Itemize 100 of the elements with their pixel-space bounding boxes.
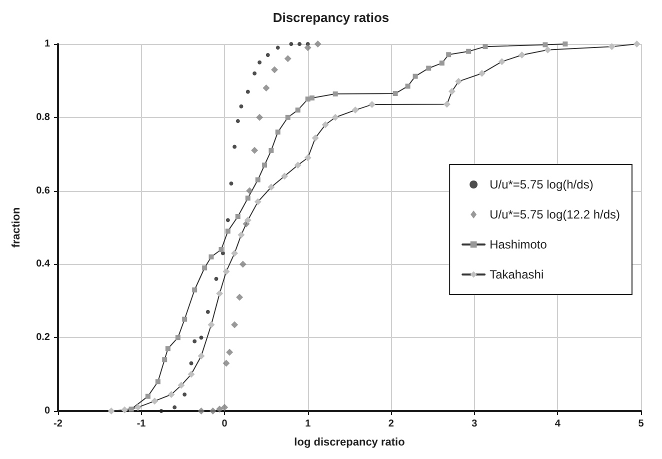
point [256, 114, 264, 121]
point [405, 84, 410, 89]
point [162, 357, 168, 362]
point [226, 348, 234, 356]
point [225, 228, 230, 234]
y-tick-label: 0.6 [36, 185, 50, 196]
y-tick-label: 0.2 [36, 332, 50, 344]
point [192, 287, 198, 292]
point [392, 91, 398, 96]
point [633, 40, 640, 48]
point [262, 162, 268, 168]
point [312, 134, 319, 142]
point [310, 95, 315, 100]
x-tick-label: 0 [222, 418, 228, 430]
point [108, 408, 115, 414]
x-tick-label: 4 [554, 418, 561, 430]
point [266, 53, 270, 58]
point [188, 370, 195, 378]
point [214, 276, 218, 281]
point [262, 84, 270, 92]
point [229, 181, 234, 186]
point [189, 361, 194, 366]
point [608, 43, 616, 50]
point [446, 52, 452, 58]
point [175, 335, 180, 340]
point [222, 268, 230, 276]
point [231, 250, 238, 257]
x-tick-label: 3 [472, 418, 478, 430]
x-axis-title: log discrepancy ratio [294, 436, 406, 448]
point [285, 114, 290, 120]
legend-label: Hashimoto [490, 238, 548, 252]
point [134, 404, 142, 411]
point [289, 42, 294, 46]
point [198, 352, 205, 360]
point [275, 130, 280, 135]
point [172, 405, 177, 410]
point [221, 404, 228, 411]
point [155, 379, 160, 384]
point [121, 406, 128, 414]
point [198, 408, 205, 414]
chart-title: Discrepancy ratios [272, 10, 390, 25]
y-tick-label: 0.4 [36, 258, 50, 270]
y-tick-label: 1 [44, 38, 50, 50]
point [448, 88, 456, 95]
point [216, 290, 224, 298]
point [276, 46, 280, 50]
point [222, 360, 230, 367]
point [178, 382, 185, 389]
point [239, 104, 244, 108]
point [368, 101, 376, 108]
point [199, 336, 204, 340]
x-tick-label: -1 [136, 418, 146, 430]
y-axis-title: fraction [10, 207, 22, 248]
point [268, 148, 274, 153]
point [314, 40, 322, 48]
point [426, 66, 432, 71]
point [304, 44, 312, 52]
point [284, 55, 292, 62]
point [145, 394, 150, 399]
point [251, 146, 258, 154]
point [192, 339, 197, 344]
point [202, 265, 208, 270]
point [268, 184, 275, 191]
point [332, 91, 338, 96]
point [281, 172, 288, 180]
point [182, 392, 187, 396]
point [239, 260, 246, 268]
point [439, 60, 444, 66]
point [246, 187, 254, 194]
point [232, 144, 237, 149]
point [245, 196, 250, 201]
point [518, 52, 526, 59]
point [208, 254, 214, 260]
point [151, 398, 158, 405]
point [443, 100, 450, 108]
point [255, 177, 260, 182]
y-tick-label: 0.8 [36, 112, 50, 123]
x-tick-label: 1 [305, 418, 312, 430]
point [218, 247, 224, 252]
point [159, 409, 164, 413]
point [544, 46, 552, 54]
point [478, 70, 486, 77]
point [236, 294, 244, 301]
x-tick-label: 2 [388, 418, 394, 430]
legend-label: U/u*=5.75 log(12.2 h/ds) [490, 208, 620, 222]
point [235, 214, 240, 219]
point [216, 406, 224, 413]
point [128, 406, 134, 412]
point [542, 42, 548, 48]
point [322, 121, 329, 128]
point [412, 74, 418, 79]
point [168, 390, 175, 398]
point [238, 231, 245, 238]
point [246, 90, 250, 94]
point [209, 408, 216, 414]
y-tick-label: 0 [44, 406, 50, 416]
point [295, 108, 300, 113]
point [254, 198, 262, 206]
point [298, 42, 302, 46]
point [226, 218, 230, 222]
